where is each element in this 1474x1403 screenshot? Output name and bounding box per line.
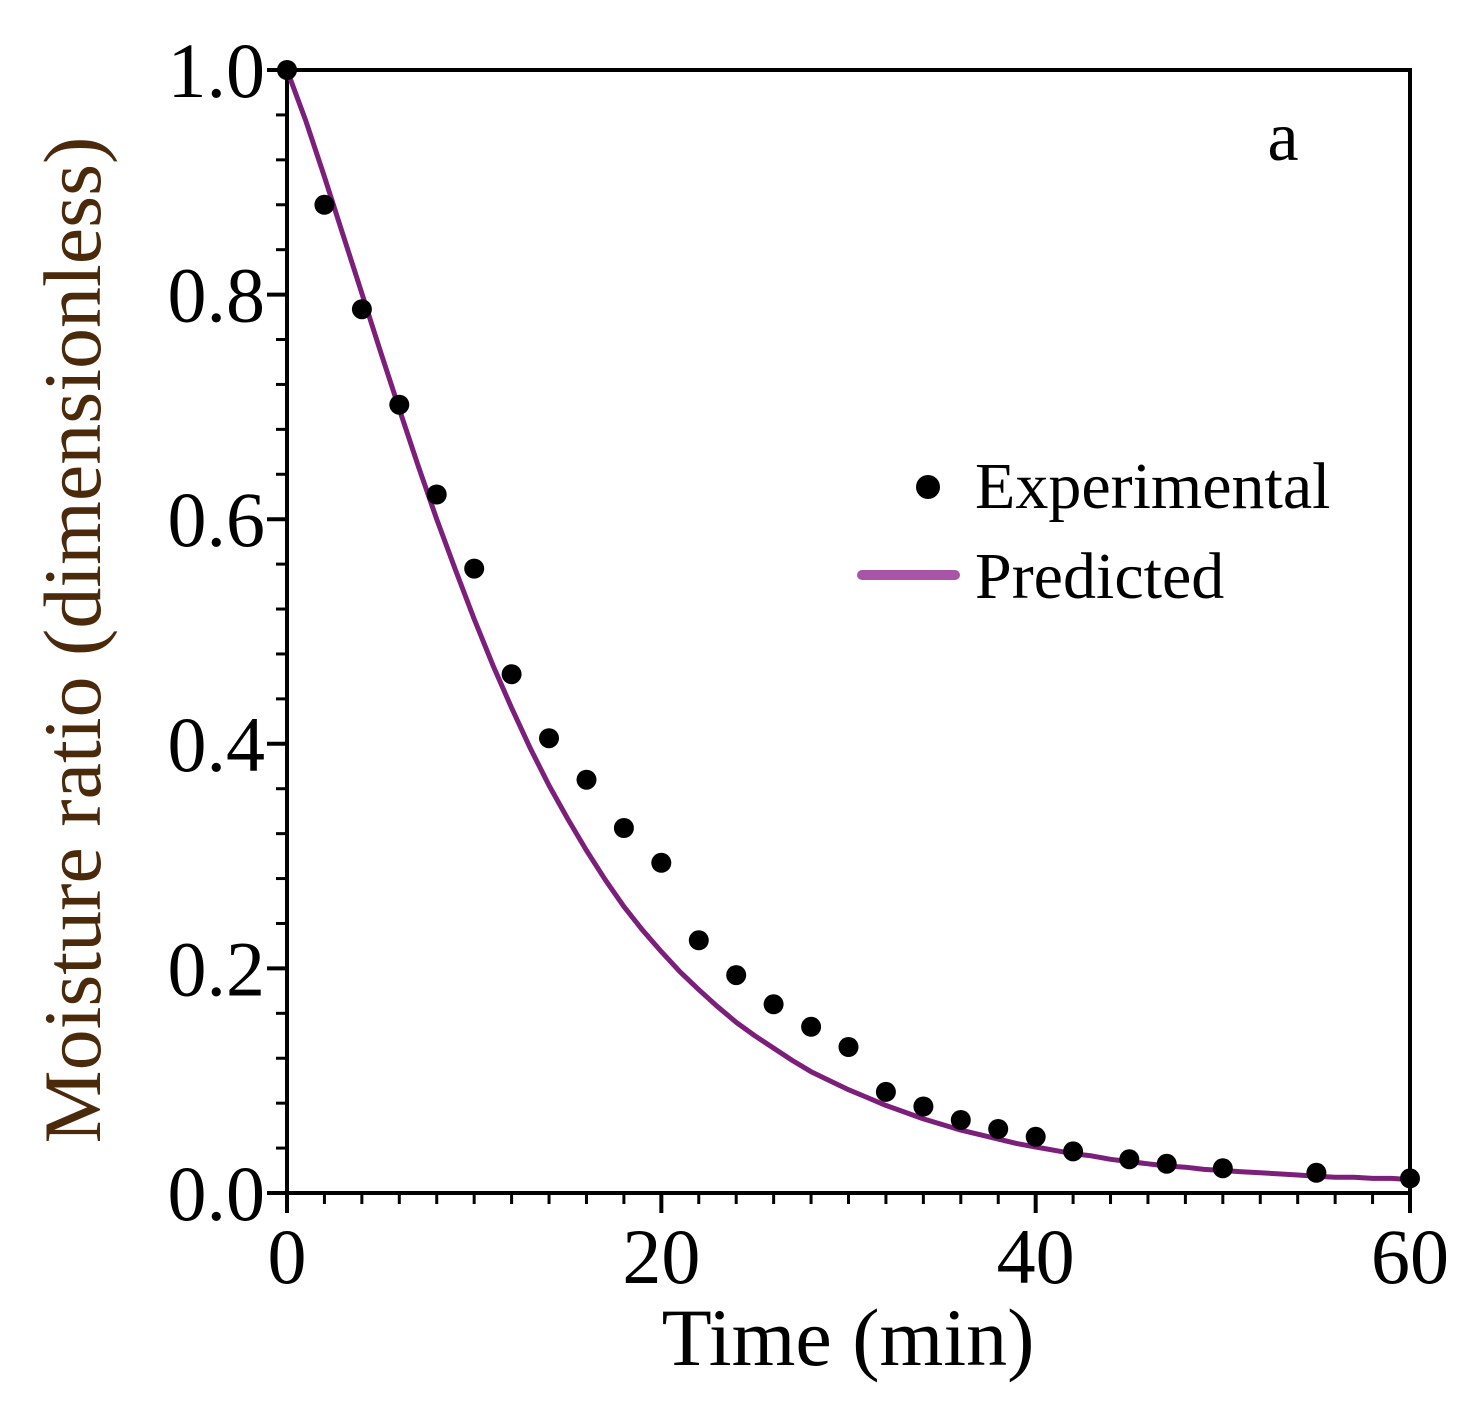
x-tick-label: 60: [1371, 1213, 1449, 1300]
experimental-point: [726, 965, 747, 986]
experimental-point: [688, 930, 709, 951]
legend-experimental-label: Experimental: [975, 450, 1331, 523]
predicted-series: [284, 69, 1411, 1182]
experimental-point: [576, 769, 597, 790]
experimental-point: [1156, 1153, 1177, 1174]
y-axis-title: Moisture ratio (dimensionless): [27, 137, 118, 1144]
experimental-point: [763, 994, 784, 1015]
experimental-point: [838, 1037, 859, 1057]
x-tick-label: 20: [622, 1213, 700, 1300]
plot-frame: [285, 68, 1412, 1195]
experimental-point: [277, 60, 297, 80]
experimental-point: [501, 664, 522, 685]
x-tick-label: 0: [268, 1213, 307, 1300]
legend-predicted-label: Predicted: [975, 540, 1224, 613]
experimental-point: [539, 728, 559, 749]
experimental-series: [277, 60, 1420, 1189]
experimental-point: [801, 1016, 822, 1037]
experimental-point: [351, 299, 372, 320]
experimental-point: [1306, 1162, 1327, 1183]
experimental-point: [1063, 1141, 1084, 1162]
panel-label: a: [1267, 99, 1298, 176]
experimental-point: [913, 1096, 934, 1117]
x-axis-title: Time (min): [662, 1292, 1035, 1383]
experimental-point: [1119, 1149, 1140, 1170]
experimental-point: [1212, 1158, 1233, 1179]
experimental-point: [651, 852, 672, 873]
experimental-point: [875, 1081, 896, 1102]
experimental-point: [314, 194, 335, 215]
experimental-point: [389, 394, 410, 415]
experimental-point: [426, 484, 447, 505]
experimental-point: [1400, 1168, 1420, 1189]
experimental-point: [464, 558, 485, 579]
y-tick-label: 0.2: [168, 925, 266, 1012]
predicted-curve: [284, 69, 1411, 1182]
y-tick-label: 0.6: [168, 476, 266, 563]
legend-experimental-marker: [916, 475, 940, 499]
experimental-point: [988, 1119, 1009, 1139]
axis-ticks: [267, 68, 1412, 1213]
x-tick-label: 40: [997, 1213, 1075, 1300]
tick-labels: 0 20 40 60 0.0 0.2 0.4 0.6 0.8 1.0: [168, 27, 1450, 1300]
experimental-point: [613, 818, 634, 838]
experimental-point: [950, 1110, 971, 1130]
legend: Experimental Predicted: [857, 450, 1331, 613]
y-tick-label: 0.4: [168, 701, 266, 788]
y-tick-label: 0.0: [168, 1150, 266, 1237]
experimental-point: [1025, 1126, 1046, 1147]
y-tick-label: 1.0: [168, 27, 266, 114]
y-tick-label: 0.8: [168, 252, 266, 339]
